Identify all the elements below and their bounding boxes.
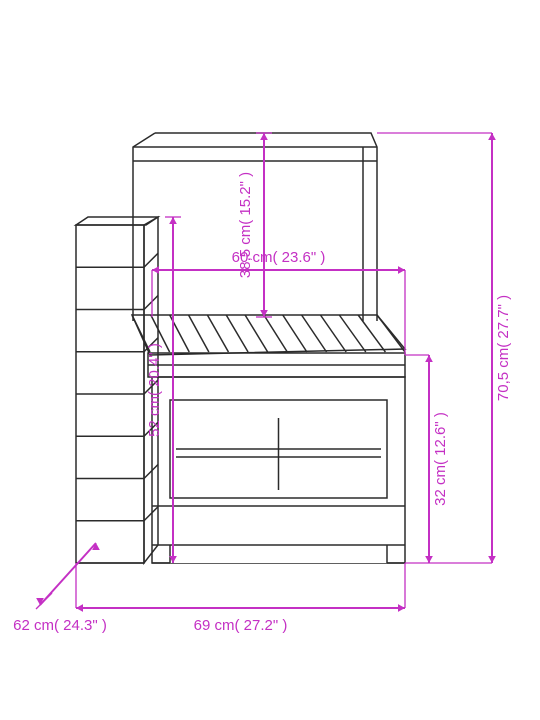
dim-seat-width: 60 cm( 23.6" ) xyxy=(232,249,326,266)
dim-arm-height: 52 cm( 20.4" ) xyxy=(146,343,163,437)
dim-width-bottom: 69 cm( 27.2" ) xyxy=(194,617,288,634)
dimensions xyxy=(36,133,492,609)
dim-seat-height: 32 cm( 12.6" ) xyxy=(432,412,449,506)
dim-total-height: 70,5 cm( 27.7" ) xyxy=(495,295,512,401)
dim-depth: 62 cm( 24.3" ) xyxy=(13,617,107,634)
